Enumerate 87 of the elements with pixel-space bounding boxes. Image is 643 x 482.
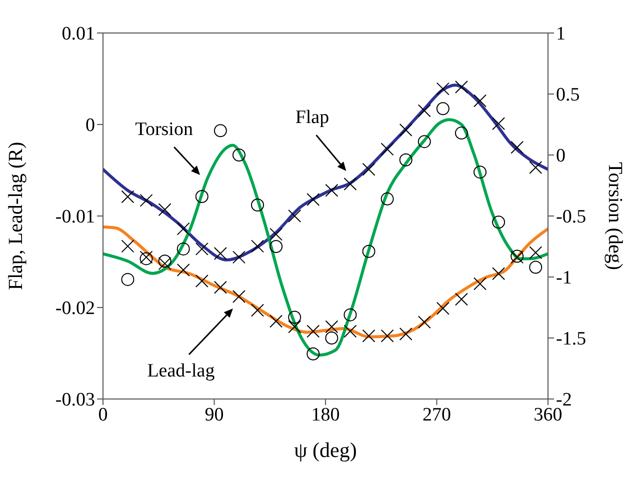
point	[325, 320, 338, 334]
point	[474, 94, 487, 108]
point	[529, 161, 542, 174]
point	[418, 104, 431, 118]
point	[454, 126, 468, 140]
y-tick-label: 0.01	[62, 24, 95, 45]
point	[158, 203, 172, 216]
point	[492, 267, 506, 280]
point	[436, 302, 450, 315]
point	[529, 246, 542, 260]
point	[510, 140, 524, 154]
point	[474, 166, 487, 179]
point	[380, 192, 394, 206]
point	[232, 148, 246, 162]
point	[306, 347, 320, 360]
point	[344, 324, 357, 338]
point	[529, 260, 542, 274]
point	[362, 244, 376, 258]
x-tick-label: 360	[534, 404, 562, 426]
point	[251, 304, 264, 317]
point	[344, 177, 357, 190]
point	[474, 277, 487, 290]
y2-tick-label: 0	[556, 146, 566, 167]
point	[325, 332, 338, 344]
text: Lead-lag	[147, 360, 216, 382]
point	[158, 257, 172, 270]
point	[270, 228, 283, 241]
y2-tick-label: 1	[556, 24, 566, 45]
point	[232, 290, 246, 304]
y2-tick-label: -1	[556, 268, 572, 289]
point	[454, 292, 468, 306]
y2-tick-label: -1.5	[556, 328, 586, 350]
point	[380, 329, 394, 342]
point	[362, 329, 376, 342]
y-tick-label: -0.02	[55, 298, 95, 320]
x-tick-label: 270	[422, 404, 451, 426]
x-axis-title: ψ (deg)	[294, 438, 357, 462]
point	[214, 124, 227, 138]
point	[306, 193, 320, 206]
point	[195, 274, 208, 288]
point	[195, 190, 208, 203]
text: Flap	[295, 107, 330, 128]
point	[288, 310, 302, 324]
point	[176, 263, 190, 276]
point	[418, 316, 431, 329]
y2-tick-label: 0.5	[556, 84, 580, 106]
y-axis-title: Flap, Lead-lag (R)	[5, 142, 28, 290]
point	[121, 272, 134, 286]
point	[325, 184, 338, 197]
point	[492, 216, 506, 229]
point	[362, 162, 376, 176]
point	[454, 80, 468, 94]
point	[436, 82, 450, 96]
point	[270, 240, 283, 253]
point	[418, 135, 431, 148]
y2-axis-title: Torsion (deg)	[604, 162, 626, 270]
x-tick-label: 90	[204, 404, 224, 426]
point	[121, 240, 134, 253]
point	[399, 153, 412, 166]
point	[214, 247, 227, 260]
point	[158, 254, 172, 268]
point	[195, 242, 208, 256]
point	[344, 308, 357, 322]
y-tick-label: 0	[86, 115, 95, 136]
y-tick-label: -0.01	[55, 206, 95, 228]
point	[176, 242, 190, 256]
x-tick-label: 180	[311, 404, 340, 426]
point	[270, 314, 283, 328]
point	[140, 194, 153, 207]
point	[492, 117, 506, 130]
point	[288, 320, 302, 334]
point	[399, 328, 412, 341]
point	[121, 190, 134, 204]
point	[251, 198, 264, 212]
point	[288, 210, 302, 222]
point	[436, 102, 450, 116]
point	[214, 280, 227, 294]
y-tick-label: -0.03	[55, 390, 95, 411]
point	[306, 324, 320, 338]
point	[176, 222, 190, 236]
x-tick-label: 0	[98, 404, 108, 426]
point	[380, 142, 394, 156]
series-label: Torsion	[135, 118, 194, 140]
point	[251, 240, 264, 253]
y2-tick-label: -0.5	[556, 206, 586, 228]
point	[232, 250, 246, 264]
point	[399, 123, 412, 136]
